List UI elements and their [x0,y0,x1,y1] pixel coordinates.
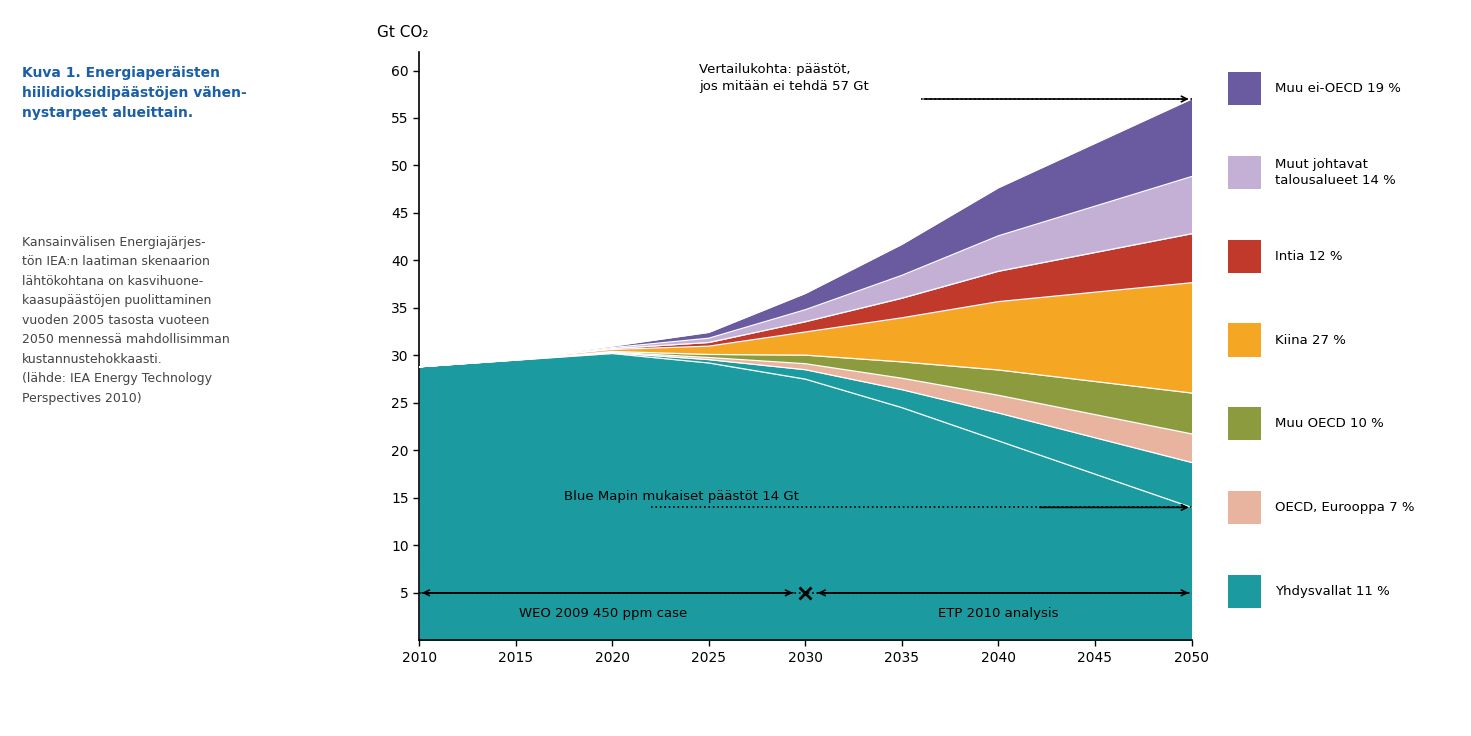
Text: Gt CO₂: Gt CO₂ [377,25,428,40]
Text: Muu OECD 10 %: Muu OECD 10 % [1275,417,1384,431]
Text: Muu ei-OECD 19 %: Muu ei-OECD 19 % [1275,82,1402,95]
Text: Muut johtavat
talousalueet 14 %: Muut johtavat talousalueet 14 % [1275,158,1396,187]
Text: Kiina 27 %: Kiina 27 % [1275,333,1346,347]
Text: Kansainvälisen Energiajärjes-
tön IEA:n laatiman skenaarion
lähtökohtana on kasv: Kansainvälisen Energiajärjes- tön IEA:n … [22,236,229,405]
Text: Yhdysvallat 11 %: Yhdysvallat 11 % [1275,585,1390,598]
Text: Intia 12 %: Intia 12 % [1275,250,1343,263]
Text: WEO 2009 450 ppm case: WEO 2009 450 ppm case [518,607,687,620]
Text: OECD, Eurooppa 7 %: OECD, Eurooppa 7 % [1275,501,1415,514]
Text: Vertailukohta: päästöt,
jos mitään ei tehdä 57 Gt: Vertailukohta: päästöt, jos mitään ei te… [699,63,869,93]
Text: Kuva 1. Energiaperäisten
hiilidioksidipäästöjen vähen-
nystarpeet alueittain.: Kuva 1. Energiaperäisten hiilidioksidipä… [22,66,247,121]
Text: Blue Mapin mukaiset päästöt 14 Gt: Blue Mapin mukaiset päästöt 14 Gt [563,489,799,503]
Text: ETP 2010 analysis: ETP 2010 analysis [938,607,1059,620]
